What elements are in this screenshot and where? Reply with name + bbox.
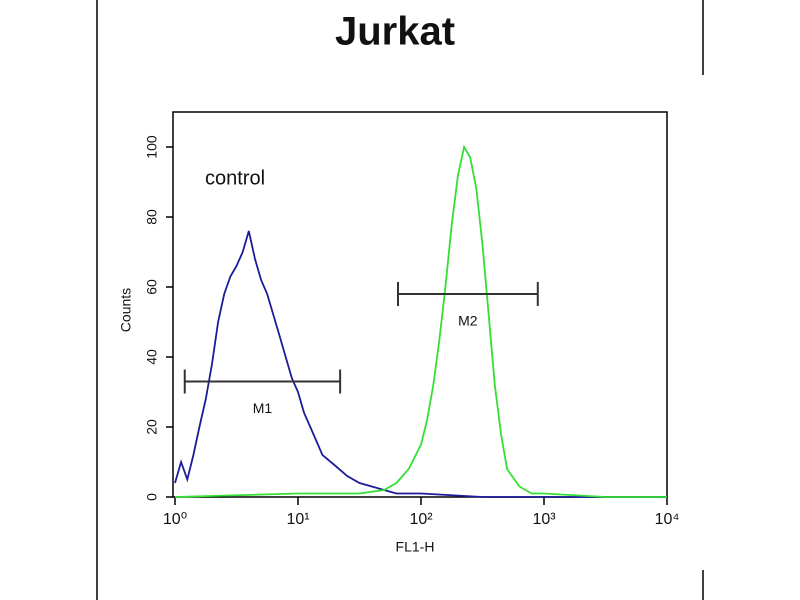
y-tick-label: 100 bbox=[144, 135, 160, 159]
x-tick-label: 10⁴ bbox=[655, 511, 680, 528]
x-tick-label: 10¹ bbox=[286, 511, 309, 528]
x-tick-label: 10² bbox=[409, 511, 433, 528]
x-tick-label: 10³ bbox=[532, 511, 556, 528]
x-axis-label: FL1-H bbox=[396, 539, 435, 555]
histogram-line bbox=[174, 230, 667, 498]
histogram-line bbox=[174, 144, 667, 498]
series-label: control bbox=[205, 167, 265, 189]
y-axis-label: Counts bbox=[118, 288, 134, 332]
x-tick-label: 10⁰ bbox=[163, 511, 187, 528]
marker-label: M2 bbox=[458, 313, 478, 329]
y-tick-label: 80 bbox=[144, 209, 160, 225]
plot-frame bbox=[172, 111, 668, 498]
y-tick-label: 40 bbox=[144, 349, 160, 365]
y-tick-label: 60 bbox=[144, 279, 160, 295]
chart-title: Jurkat bbox=[335, 10, 455, 54]
marker-label: M1 bbox=[253, 400, 273, 416]
y-tick-label: 0 bbox=[144, 493, 160, 501]
y-tick-label: 20 bbox=[144, 419, 160, 435]
